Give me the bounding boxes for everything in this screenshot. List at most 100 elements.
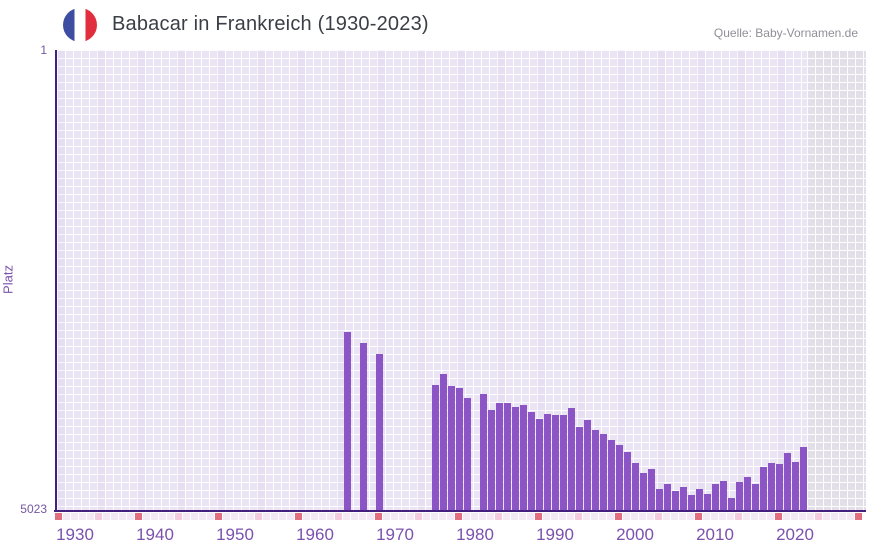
bar-2009[interactable] bbox=[703, 494, 711, 510]
bar-2011[interactable] bbox=[719, 481, 727, 510]
bar-1979[interactable] bbox=[463, 398, 471, 510]
bar-2005[interactable] bbox=[671, 491, 679, 510]
strip-cell bbox=[335, 512, 342, 520]
strip-cell bbox=[375, 512, 382, 520]
bar-2000[interactable] bbox=[631, 463, 639, 510]
strip-cell bbox=[415, 512, 422, 520]
bar-1982[interactable] bbox=[487, 409, 495, 510]
x-tick-label-1950: 1950 bbox=[216, 525, 254, 544]
strip-cell bbox=[535, 512, 542, 520]
bar-1987[interactable] bbox=[527, 411, 535, 510]
strip-cell bbox=[607, 512, 614, 520]
bar-1977[interactable] bbox=[447, 386, 455, 510]
strip-cell bbox=[207, 512, 214, 520]
y-axis-line bbox=[55, 50, 57, 512]
bar-2020[interactable] bbox=[791, 462, 799, 510]
bar-1998[interactable] bbox=[615, 444, 623, 510]
bar-1986[interactable] bbox=[519, 405, 527, 510]
bar-1995[interactable] bbox=[591, 430, 599, 510]
bar-2013[interactable] bbox=[735, 482, 743, 510]
bar-2003[interactable] bbox=[655, 488, 663, 510]
bar-1993[interactable] bbox=[575, 427, 583, 510]
strip-cell bbox=[119, 512, 126, 520]
bar-1981[interactable] bbox=[479, 394, 487, 510]
strip-cell bbox=[135, 512, 142, 520]
strip-cell bbox=[543, 512, 550, 520]
x-tick-label-1980: 1980 bbox=[456, 525, 494, 544]
strip-cell bbox=[311, 512, 318, 520]
strip-cell bbox=[391, 512, 398, 520]
bar-2004[interactable] bbox=[663, 484, 671, 510]
bar-2021[interactable] bbox=[799, 447, 807, 510]
strip-cell bbox=[351, 512, 358, 520]
bar-1989[interactable] bbox=[543, 413, 551, 510]
strip-cell bbox=[855, 512, 862, 520]
bar-1985[interactable] bbox=[511, 407, 519, 510]
strip-cell bbox=[191, 512, 198, 520]
no-data-band bbox=[807, 50, 866, 510]
bar-1976[interactable] bbox=[439, 374, 447, 510]
bar-1994[interactable] bbox=[583, 420, 591, 510]
strip-cell bbox=[271, 512, 278, 520]
x-tick-label-1970: 1970 bbox=[376, 525, 414, 544]
strip-cell bbox=[527, 512, 534, 520]
strip-cell bbox=[127, 512, 134, 520]
strip-cell bbox=[287, 512, 294, 520]
bar-1990[interactable] bbox=[551, 415, 559, 510]
strip-cell bbox=[231, 512, 238, 520]
bar-2017[interactable] bbox=[767, 463, 775, 510]
strip-cell bbox=[599, 512, 606, 520]
bar-1968[interactable] bbox=[375, 354, 383, 510]
bar-2014[interactable] bbox=[743, 476, 751, 510]
bar-2007[interactable] bbox=[687, 495, 695, 510]
bar-1964[interactable] bbox=[343, 332, 351, 510]
strip-cell bbox=[503, 512, 510, 520]
bar-2008[interactable] bbox=[695, 488, 703, 510]
bar-1996[interactable] bbox=[599, 433, 607, 510]
x-tick-label-1960: 1960 bbox=[296, 525, 334, 544]
bar-2006[interactable] bbox=[679, 486, 687, 510]
strip-cell bbox=[695, 512, 702, 520]
bar-2012[interactable] bbox=[727, 497, 735, 510]
bar-1966[interactable] bbox=[359, 343, 367, 510]
bar-1991[interactable] bbox=[559, 415, 567, 510]
bar-1978[interactable] bbox=[455, 387, 463, 510]
strip-cell bbox=[87, 512, 94, 520]
bar-2015[interactable] bbox=[751, 484, 759, 510]
bar-2018[interactable] bbox=[775, 463, 783, 510]
strip-cell bbox=[511, 512, 518, 520]
x-tick-label-2020: 2020 bbox=[776, 525, 814, 544]
bar-1997[interactable] bbox=[607, 440, 615, 510]
strip-cell bbox=[255, 512, 262, 520]
strip-cell bbox=[631, 512, 638, 520]
bar-1988[interactable] bbox=[535, 419, 543, 510]
x-axis-line bbox=[54, 510, 866, 512]
strip-cell bbox=[823, 512, 830, 520]
bar-2001[interactable] bbox=[639, 473, 647, 510]
bar-2019[interactable] bbox=[783, 452, 791, 510]
strip-cell bbox=[647, 512, 654, 520]
bar-1983[interactable] bbox=[495, 402, 503, 510]
strip-cell bbox=[679, 512, 686, 520]
strip-cell bbox=[303, 512, 310, 520]
bar-2010[interactable] bbox=[711, 484, 719, 510]
bar-1984[interactable] bbox=[503, 402, 511, 510]
strip-cell bbox=[847, 512, 854, 520]
strip-cell bbox=[199, 512, 206, 520]
bottom-strip bbox=[55, 512, 867, 520]
bar-1999[interactable] bbox=[623, 452, 631, 510]
strip-cell bbox=[783, 512, 790, 520]
strip-cell bbox=[343, 512, 350, 520]
x-tick-label-2010: 2010 bbox=[696, 525, 734, 544]
bar-2016[interactable] bbox=[759, 466, 767, 510]
bar-1975[interactable] bbox=[431, 385, 439, 510]
strip-cell bbox=[551, 512, 558, 520]
bar-2002[interactable] bbox=[647, 468, 655, 510]
bar-1992[interactable] bbox=[567, 408, 575, 510]
strip-cell bbox=[759, 512, 766, 520]
strip-cell bbox=[423, 512, 430, 520]
strip-cell bbox=[55, 512, 62, 520]
strip-cell bbox=[655, 512, 662, 520]
y-axis-title: Platz bbox=[0, 265, 16, 294]
